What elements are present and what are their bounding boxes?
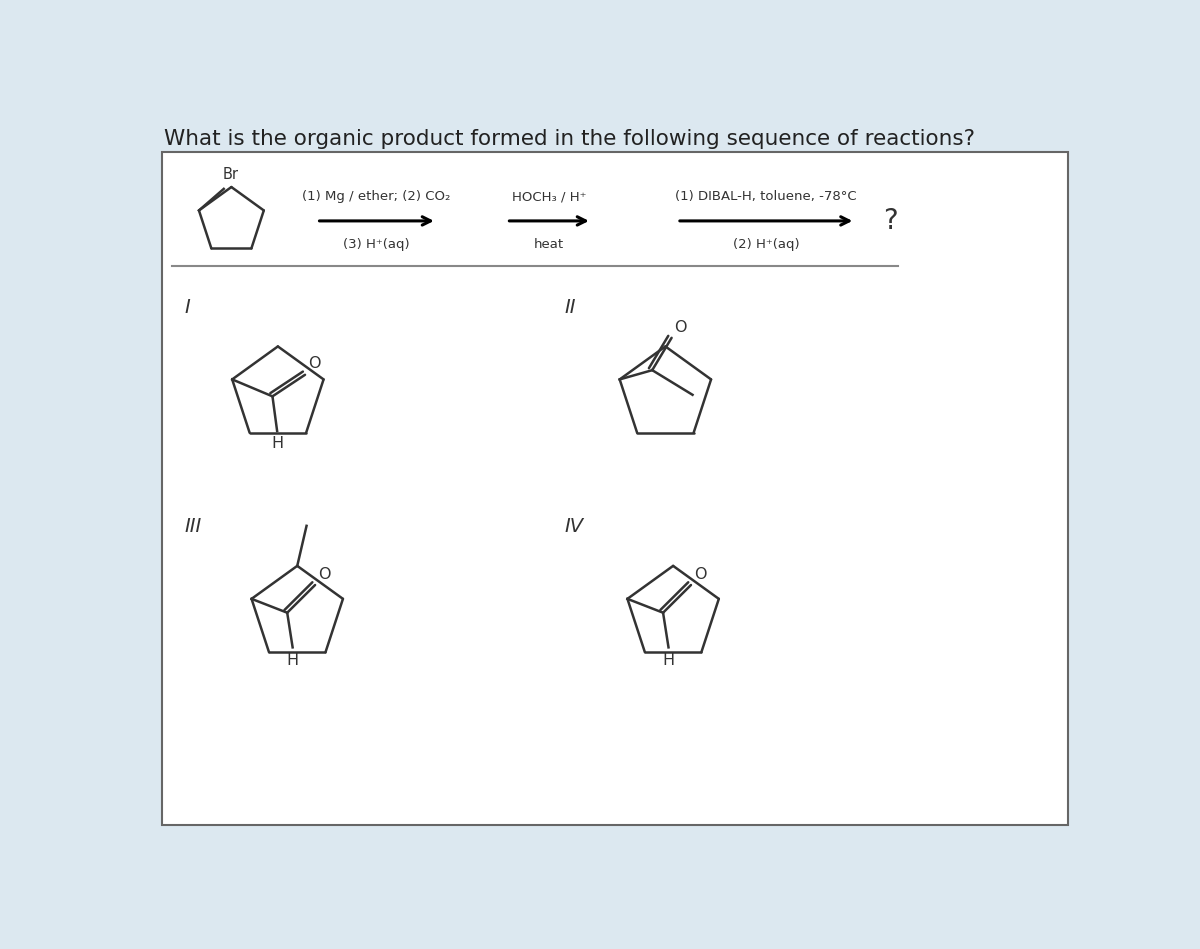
Text: What is the organic product formed in the following sequence of reactions?: What is the organic product formed in th… [164,128,974,148]
Text: HOCH₃ / H⁺: HOCH₃ / H⁺ [512,190,587,203]
Text: O: O [318,567,331,582]
Text: I: I [185,298,191,317]
Text: H: H [287,653,299,668]
Text: H: H [271,437,283,452]
Text: O: O [674,320,686,335]
Text: III: III [185,517,202,536]
Text: (3) H⁺(aq): (3) H⁺(aq) [343,238,409,251]
Text: (2) H⁺(aq): (2) H⁺(aq) [733,238,799,251]
Text: ?: ? [883,207,898,235]
FancyBboxPatch shape [162,152,1068,826]
Text: O: O [308,356,320,371]
Text: O: O [694,567,707,582]
Text: II: II [565,298,576,317]
Text: (1) DIBAL-H, toluene, -78°C: (1) DIBAL-H, toluene, -78°C [676,190,857,203]
Text: IV: IV [565,517,583,536]
Text: Br: Br [222,167,238,182]
Text: H: H [662,653,674,668]
Text: (1) Mg / ether; (2) CO₂: (1) Mg / ether; (2) CO₂ [302,190,450,203]
Text: heat: heat [534,238,564,251]
